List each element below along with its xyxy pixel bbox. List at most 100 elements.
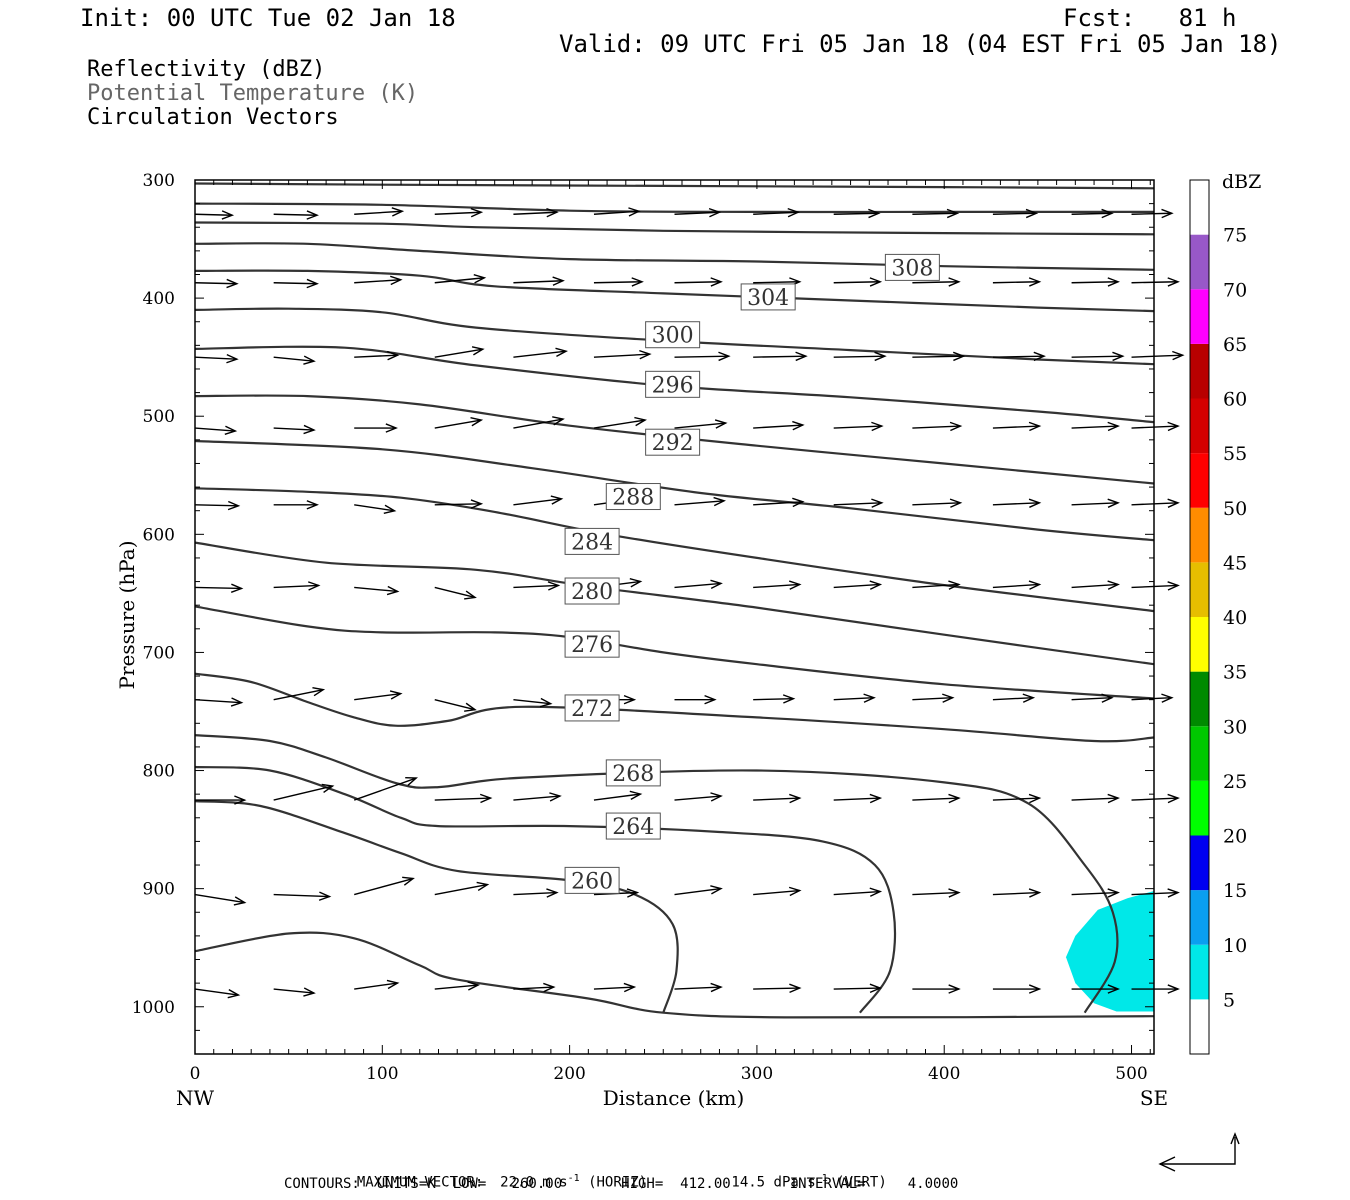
circulation-vector [194,353,239,364]
circulation-vector [354,423,398,433]
contour-label: 284 [571,530,613,555]
circulation-vector [1131,793,1180,804]
plot-frame [194,179,1155,1055]
circulation-vector [1071,693,1114,703]
circulation-vector [273,687,326,701]
circulation-vector [513,416,565,429]
vert-exp: -1 [815,1173,828,1184]
circulation-vector [674,885,723,896]
circulation-vector [434,207,484,218]
contour-label: 268 [612,762,654,787]
circulation-vector [273,278,319,289]
circulation-vector [912,351,966,362]
y-tick-label: 600 [143,525,175,545]
theta-contour-unlabeled-2 [194,221,1155,236]
y-axis-title: Pressure (hPa) [115,541,139,690]
circulation-vector [434,881,490,896]
x-tick-label: 300 [741,1064,773,1084]
circulation-vector [593,790,643,801]
colorbar-bin [1190,234,1209,290]
circulation-vector [513,792,562,802]
circulation-vector [1131,498,1180,508]
colorbar-label: 40 [1223,607,1247,629]
circulation-vector [273,987,316,997]
x-tick-label: 400 [928,1064,960,1084]
circulation-vector [273,355,316,365]
colorbar-bin [1190,180,1209,235]
circulation-vector [273,500,319,510]
circulation-vector [353,776,418,801]
colorbar-label: 55 [1223,443,1247,465]
circulation-vector [513,207,559,218]
circulation-vector [194,425,238,436]
circulation-vector [194,500,241,511]
circulation-vector [912,277,961,287]
colorbar-bin [1190,890,1209,945]
horiz-tag: (HORIZ) [588,1174,648,1191]
colorbar-label: 75 [1223,225,1247,247]
colorbar-bin [1190,944,1209,1000]
contour-label: 300 [652,324,694,349]
circulation-vector [833,693,876,703]
circulation-vector [753,351,808,362]
circulation-vector [992,498,1042,508]
x-axis-title: Distance (km) [603,1086,745,1110]
colorbar-label: 50 [1223,498,1247,520]
y-tick-label: 500 [143,407,175,427]
circulation-vector [1131,984,1180,994]
valid-time: Valid: 09 UTC Fri 05 Jan 18 (04 EST Fri … [559,30,1282,58]
circulation-vector [1131,888,1180,898]
circulation-vector [1071,498,1120,508]
reflectivity-area-5dbz [1065,891,1154,1012]
contour-label: 308 [891,256,933,281]
theta-contour-304 [194,269,1155,313]
circulation-vector [513,581,561,591]
circulation-vector [753,580,802,590]
theta-contour-276 [194,605,1155,700]
circulation-vector [1071,277,1120,287]
circulation-vector [513,276,565,286]
theta-contour-264 [194,765,897,1014]
circulation-vector [1071,888,1120,898]
circulation-vector [593,349,652,360]
y-tick-label: 800 [143,762,175,782]
circulation-vector [912,984,961,994]
theta-contour-unlabeled-1 [194,202,1154,214]
circulation-vector [434,981,481,991]
circulation-vector [593,416,647,429]
circulation-vector [513,347,568,358]
circulation-vector [912,208,960,219]
circulation-vector [434,417,484,429]
circulation-vector [1131,208,1174,219]
colorbar-bin [1190,562,1209,617]
circulation-vector [194,278,239,289]
colorbar-bin [1190,289,1209,344]
circulation-vector [273,581,321,591]
colorbar-label: 15 [1223,880,1247,902]
circulation-vector [1071,421,1120,432]
circulation-vector [674,579,723,590]
colorbar-unit: dBZ [1222,171,1261,193]
circulation-vector [194,988,241,999]
circulation-vector [674,792,723,802]
theta-contour-288 [194,439,1155,542]
nw-end-label: NW [176,1086,215,1110]
circulation-vector [1131,421,1180,432]
contour-label-box [645,428,701,456]
circulation-vector [195,795,247,805]
se-end-label: SE [1140,1086,1168,1110]
circulation-vector [1071,580,1120,590]
contour-label: 292 [652,431,694,456]
circulation-vector [753,983,802,993]
colorbar-label: 5 [1223,989,1235,1011]
colorbar-bin [1190,671,1209,727]
contour-label: 272 [571,697,613,722]
colorbar-label: 25 [1223,771,1247,793]
circulation-vector [833,208,881,219]
circulation-vector [194,697,244,707]
theta-contour-260 [194,800,679,1014]
circulation-vector [674,277,723,287]
colorbar-bin [1190,835,1209,891]
x-tick-label: 500 [1115,1064,1147,1084]
circulation-vector [513,697,553,708]
